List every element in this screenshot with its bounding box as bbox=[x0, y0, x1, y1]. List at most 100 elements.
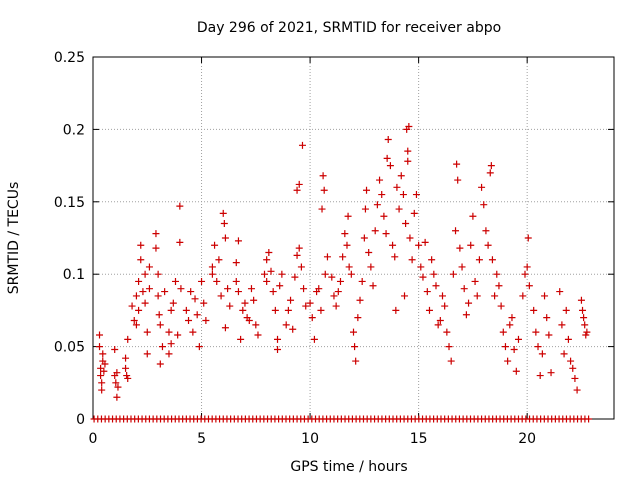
data-point bbox=[491, 292, 499, 300]
data-point bbox=[530, 306, 538, 314]
y-axis-label: SRMTID / TECUs bbox=[6, 182, 22, 295]
data-point bbox=[320, 186, 328, 194]
data-point bbox=[441, 302, 449, 310]
data-point bbox=[419, 273, 427, 281]
data-point bbox=[113, 369, 121, 377]
data-point bbox=[501, 343, 509, 351]
data-point bbox=[111, 345, 119, 353]
data-point bbox=[439, 292, 447, 300]
data-point bbox=[177, 285, 185, 293]
data-point bbox=[510, 345, 518, 353]
data-point bbox=[334, 288, 342, 296]
data-point bbox=[130, 317, 138, 325]
data-point bbox=[487, 162, 495, 170]
data-point bbox=[545, 331, 553, 339]
data-point bbox=[298, 141, 306, 149]
data-point bbox=[543, 314, 551, 322]
data-point bbox=[263, 256, 271, 264]
data-point bbox=[152, 244, 160, 252]
data-point bbox=[156, 321, 164, 329]
data-point bbox=[195, 343, 203, 351]
data-point bbox=[114, 383, 122, 391]
data-point bbox=[360, 234, 368, 242]
data-point bbox=[488, 256, 496, 264]
data-point bbox=[536, 372, 544, 380]
data-point bbox=[452, 227, 460, 235]
data-point bbox=[493, 270, 501, 278]
data-point bbox=[397, 172, 405, 180]
data-point bbox=[234, 237, 242, 245]
data-point bbox=[473, 292, 481, 300]
data-point bbox=[345, 263, 353, 271]
data-point bbox=[380, 212, 388, 220]
data-point bbox=[98, 379, 106, 387]
data-point bbox=[562, 306, 570, 314]
data-point bbox=[156, 360, 164, 368]
data-point bbox=[100, 367, 108, 375]
data-point bbox=[124, 335, 132, 343]
data-point bbox=[234, 288, 242, 296]
data-point bbox=[524, 234, 532, 242]
data-point bbox=[143, 328, 151, 336]
data-point bbox=[367, 263, 375, 271]
x-tick-label: 20 bbox=[518, 431, 536, 447]
data-point bbox=[344, 212, 352, 220]
data-point bbox=[215, 256, 223, 264]
data-point bbox=[217, 292, 225, 300]
data-point bbox=[174, 331, 182, 339]
data-point bbox=[383, 154, 391, 162]
data-point bbox=[185, 317, 193, 325]
data-point bbox=[297, 263, 305, 271]
data-point bbox=[432, 282, 440, 290]
data-point bbox=[573, 386, 581, 394]
data-point bbox=[176, 238, 184, 246]
data-point bbox=[124, 374, 132, 382]
data-point bbox=[569, 364, 577, 372]
data-point bbox=[410, 209, 418, 217]
data-point bbox=[469, 212, 477, 220]
data-point bbox=[560, 350, 568, 358]
data-point bbox=[341, 230, 349, 238]
data-point bbox=[158, 343, 166, 351]
data-point bbox=[558, 321, 566, 329]
data-point bbox=[519, 292, 527, 300]
data-point bbox=[392, 306, 400, 314]
data-point bbox=[423, 288, 431, 296]
data-point bbox=[347, 270, 355, 278]
data-point bbox=[532, 328, 540, 336]
data-point bbox=[99, 350, 107, 358]
data-point bbox=[506, 321, 514, 329]
data-point bbox=[128, 302, 136, 310]
data-point bbox=[250, 296, 258, 304]
data-point bbox=[330, 292, 338, 300]
data-point bbox=[456, 244, 464, 252]
data-point bbox=[122, 364, 130, 372]
data-point bbox=[241, 299, 249, 307]
data-point bbox=[135, 306, 143, 314]
data-point bbox=[356, 296, 364, 304]
data-point bbox=[247, 285, 255, 293]
data-point bbox=[321, 270, 329, 278]
data-point bbox=[408, 256, 416, 264]
data-point bbox=[155, 311, 163, 319]
data-point bbox=[412, 191, 420, 199]
data-point bbox=[141, 299, 149, 307]
data-point bbox=[453, 160, 461, 168]
data-point bbox=[402, 220, 410, 228]
data-point bbox=[350, 328, 357, 336]
data-point bbox=[332, 302, 340, 310]
data-point bbox=[399, 191, 407, 199]
data-point bbox=[534, 343, 542, 351]
data-point bbox=[237, 335, 245, 343]
data-point bbox=[137, 256, 145, 264]
data-point bbox=[343, 241, 351, 249]
data-point bbox=[263, 277, 271, 285]
data-point bbox=[421, 238, 429, 246]
data-point bbox=[193, 311, 201, 319]
data-point bbox=[254, 331, 262, 339]
data-point bbox=[112, 379, 120, 387]
data-point bbox=[308, 314, 316, 322]
data-point bbox=[547, 369, 555, 377]
